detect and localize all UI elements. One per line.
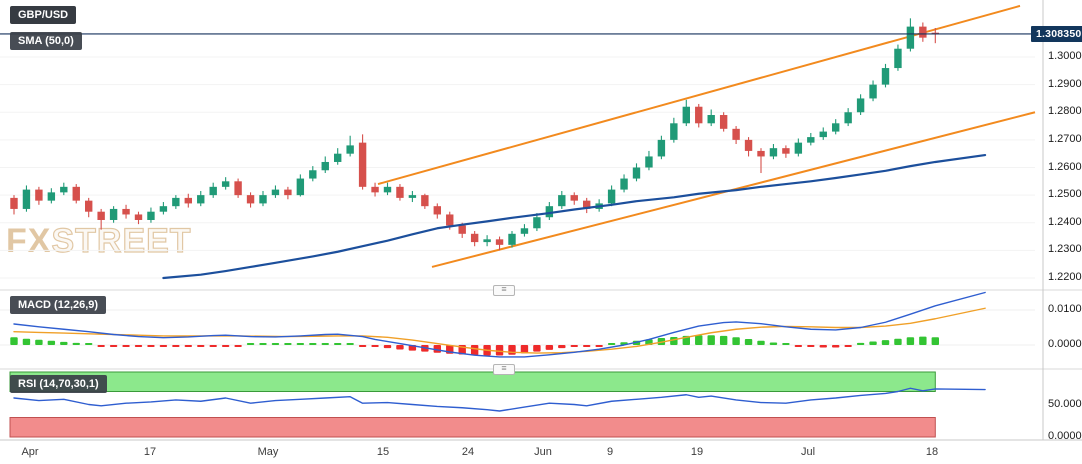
price-axis-label: 1.2200: [1048, 271, 1082, 283]
sma-indicator-label[interactable]: SMA (50,0): [10, 32, 82, 50]
price-axis-label: 1.2700: [1048, 132, 1082, 145]
fxstreet-watermark-street: STREET: [51, 221, 192, 260]
price-axis-label: 1.2900: [1048, 77, 1082, 90]
price-axis-label: 1.2400: [1048, 215, 1082, 228]
panel-resize-grip-icon[interactable]: ≡: [493, 285, 515, 296]
price-axis-label: 1.3000: [1048, 50, 1082, 62]
time-axis-label: 9: [606, 446, 614, 458]
time-axis-label: 24: [461, 446, 475, 458]
time-axis-label: 15: [376, 446, 390, 458]
rsi-axis-label: 50.0000: [1048, 397, 1082, 410]
price-axis-label: 1.2500: [1048, 188, 1082, 201]
price-axis-label: 1.2800: [1048, 105, 1082, 118]
time-axis-label: Jun: [534, 446, 552, 458]
rsi-axis-label: 0.0000: [1048, 430, 1082, 442]
price-axis-label: 1.2600: [1048, 160, 1082, 173]
time-axis-label: May: [257, 446, 279, 458]
fxstreet-watermark-fx: FX: [6, 222, 52, 260]
macd-axis-label: 0.0100: [1048, 303, 1082, 315]
time-axis-label: Jul: [800, 446, 816, 458]
price-axis-label: 1.2300: [1048, 243, 1082, 256]
fxstreet-watermark: FXSTREET: [6, 221, 192, 261]
time-axis-label: 18: [925, 446, 939, 458]
rsi-indicator-label[interactable]: RSI (14,70,30,1): [10, 375, 107, 393]
last-price-badge: 1.308350: [1031, 26, 1082, 42]
symbol-label[interactable]: GBP/USD: [10, 6, 77, 24]
macd-axis-label: 0.0000: [1048, 338, 1082, 350]
panel-resize-grip-icon[interactable]: ≡: [493, 364, 515, 375]
macd-indicator-label[interactable]: MACD (12,26,9): [10, 296, 107, 314]
time-axis-label: 19: [690, 446, 704, 458]
time-axis-label: Apr: [21, 446, 39, 458]
time-axis-label: 17: [143, 446, 157, 458]
